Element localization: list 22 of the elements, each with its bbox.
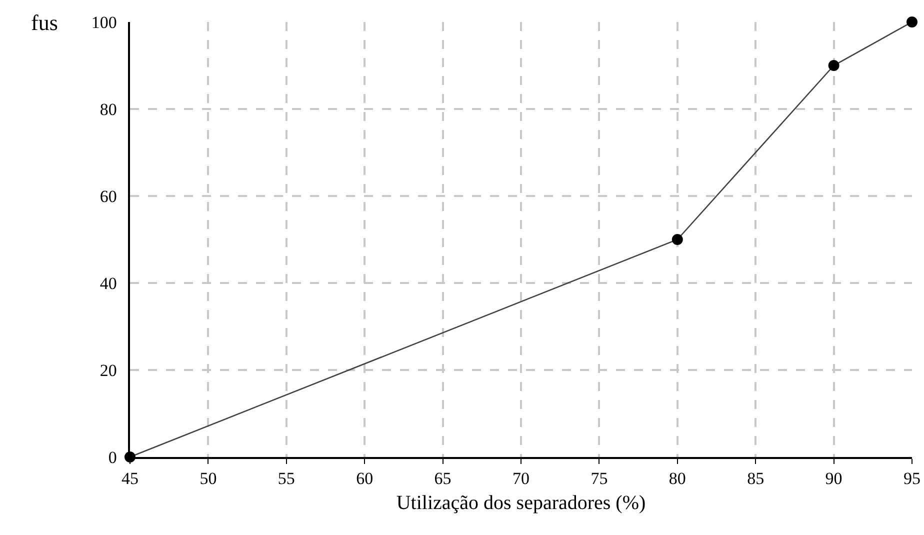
x-tick-label: 90 [825,469,842,488]
y-tick-label: 20 [100,360,117,380]
x-tick-label: 50 [200,469,217,488]
point [906,16,918,28]
x-tick-label: 60 [356,469,374,488]
y-tick-label: 100 [91,12,117,32]
point [828,60,840,71]
x-tick-label: 75 [590,469,608,488]
x-tick-label: 85 [747,469,764,488]
point [672,234,683,245]
y-axis-title: fus [31,10,58,35]
y-tick-label: 80 [100,100,117,119]
x-tick-label: 45 [122,469,138,488]
x-tick-label: 80 [668,469,686,488]
x-axis-title: Utilização dos separadores (%) [396,492,646,514]
y-tick-label: 60 [100,186,117,206]
x-tick-label: 95 [904,469,920,488]
x-tick-label: 65 [434,469,452,488]
y-tick-label: 40 [100,274,117,293]
x-tick-label: 70 [512,469,530,488]
y-tick-label: 0 [108,448,117,467]
x-tick-label: 55 [278,469,295,488]
